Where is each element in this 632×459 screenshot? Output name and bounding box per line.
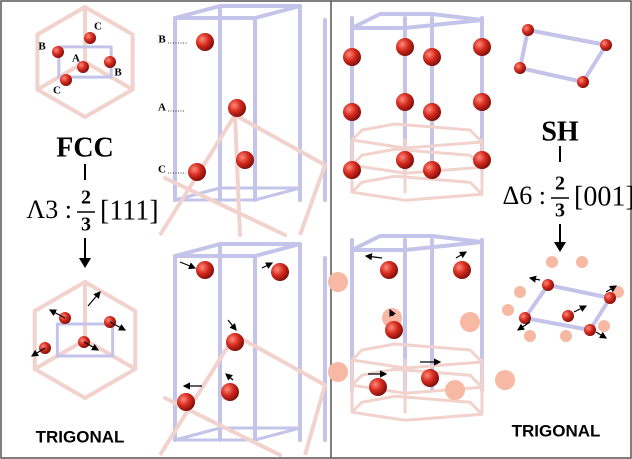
atom — [562, 310, 574, 322]
fraction-denominator: 3 — [81, 214, 91, 236]
displacement-arrow — [88, 292, 100, 306]
down-arrow-head — [554, 242, 566, 252]
atom — [473, 151, 491, 169]
result-label: TRIGONAL — [36, 427, 125, 446]
atom — [196, 261, 214, 279]
atom — [396, 38, 414, 56]
mode-label: Δ6 : — [503, 181, 546, 210]
atom — [188, 163, 206, 181]
atom — [236, 151, 254, 169]
direction: [001] — [574, 181, 632, 212]
displacement-arrow — [530, 278, 540, 280]
displacement-arrow — [228, 320, 236, 330]
displacement-arrow — [596, 332, 606, 338]
atom — [600, 39, 612, 51]
ghost-atom — [328, 362, 348, 382]
frame-edge — [352, 124, 482, 148]
displacement-arrow — [456, 252, 466, 258]
atom — [577, 76, 589, 88]
frame-edge — [175, 6, 300, 18]
atom — [343, 161, 361, 179]
atom — [473, 38, 491, 56]
ghost-atom — [502, 304, 514, 316]
frame-edge — [352, 344, 482, 368]
atom — [196, 33, 214, 51]
ghost-atom — [514, 286, 526, 298]
atom — [421, 369, 439, 387]
atom — [177, 393, 195, 411]
displacement-arrow — [226, 374, 233, 380]
atom — [423, 161, 441, 179]
atom — [84, 32, 96, 44]
atom — [604, 292, 616, 304]
ghost-atom — [576, 256, 588, 268]
site-label: A — [158, 102, 166, 114]
frame-edge — [352, 149, 482, 173]
displacement-arrow — [574, 306, 586, 312]
atom — [584, 324, 596, 336]
atom — [228, 99, 246, 117]
ghost-atom — [524, 330, 536, 342]
atom — [423, 103, 441, 121]
atom — [226, 333, 244, 351]
frame-edge — [352, 396, 482, 420]
atom — [385, 321, 403, 339]
site-label: C — [94, 21, 102, 33]
displacement-arrow — [180, 262, 195, 268]
fraction-numerator: 2 — [555, 173, 565, 195]
atom — [473, 93, 491, 111]
fraction-denominator: 3 — [555, 200, 565, 222]
mode-label: Λ3 : — [26, 195, 72, 224]
figure: C B A B C FCC Λ3 : 2 3 [111] TRIGONAL B A C SH Δ6 : 2 3 [0… — [0, 0, 632, 459]
site-label: B — [158, 34, 166, 46]
site-label: B — [114, 67, 122, 79]
atom — [343, 48, 361, 66]
atom — [423, 48, 441, 66]
site-label: B — [38, 41, 46, 53]
atom — [369, 378, 387, 396]
site-label: A — [72, 53, 80, 65]
displacement-arrow — [262, 263, 272, 268]
atom — [522, 24, 534, 36]
atom — [343, 103, 361, 121]
frame-edge — [352, 176, 482, 200]
result-label: TRIGONAL — [512, 421, 601, 440]
frame-edge — [352, 236, 482, 250]
atom — [60, 74, 72, 86]
atom — [396, 93, 414, 111]
atom — [271, 263, 289, 281]
frame-edge — [525, 285, 610, 330]
fraction-numerator: 2 — [81, 187, 91, 209]
site-label: C — [53, 85, 61, 97]
atom — [396, 151, 414, 169]
ghost-atom — [495, 370, 515, 390]
frame-edge — [520, 30, 606, 82]
atom — [221, 383, 239, 401]
atom — [542, 279, 554, 291]
atom — [380, 261, 398, 279]
displacement-arrow — [366, 256, 382, 258]
ghost-atom — [460, 312, 480, 332]
structure-name: FCC — [56, 132, 114, 163]
ghost-atom — [560, 330, 572, 342]
ghost-atom — [546, 256, 558, 268]
ghost-atom — [328, 272, 348, 292]
site-label: C — [158, 164, 166, 176]
atom — [52, 46, 64, 58]
frame-edge — [175, 244, 300, 256]
direction: [111] — [100, 195, 159, 226]
frame-edge — [352, 14, 482, 28]
atom — [453, 261, 471, 279]
atom — [514, 62, 526, 74]
ghost-atom — [598, 320, 610, 332]
down-arrow-head — [79, 258, 91, 268]
ghost-atom — [445, 380, 465, 400]
frame-edge — [235, 115, 240, 235]
structure-name: SH — [541, 116, 579, 147]
